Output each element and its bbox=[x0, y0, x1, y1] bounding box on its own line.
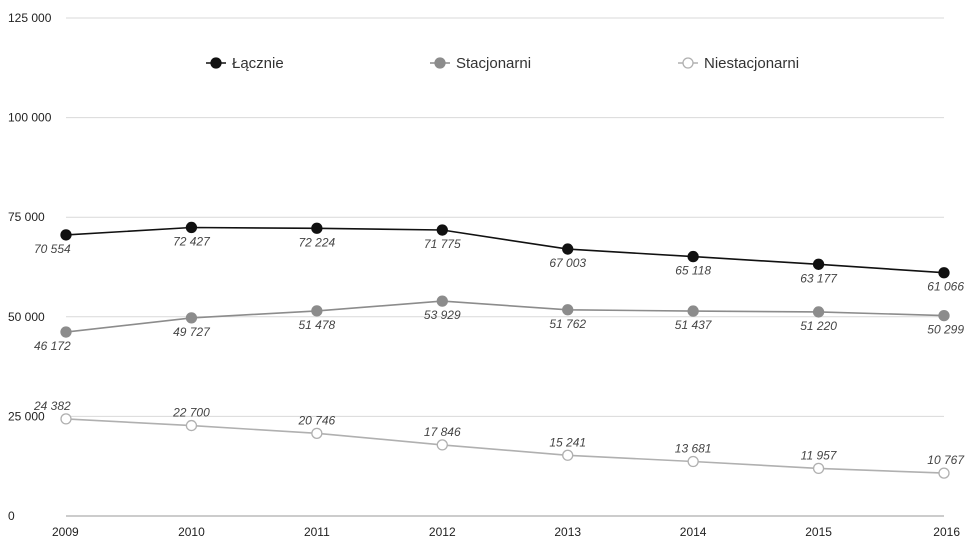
y-tick-label: 25 000 bbox=[8, 409, 45, 423]
data-point bbox=[436, 295, 448, 307]
data-point bbox=[938, 467, 950, 479]
data-label: 15 241 bbox=[549, 435, 586, 449]
y-tick-label: 75 000 bbox=[8, 210, 45, 224]
x-tick-label: 2015 bbox=[805, 525, 832, 539]
x-tick-label: 2010 bbox=[178, 525, 205, 539]
series-line bbox=[65, 300, 945, 333]
x-tick-label: 2014 bbox=[680, 525, 707, 539]
x-axis: 2009 2010 2011 2012 2013 2014 2015 2016 bbox=[52, 525, 960, 539]
y-axis: 0 25 000 50 000 75 000 100 000 125 000 bbox=[8, 11, 52, 523]
data-point bbox=[562, 449, 574, 461]
data-label: 13 681 bbox=[675, 441, 712, 455]
data-label: 49 727 bbox=[173, 325, 211, 339]
legend-swatch-marker bbox=[210, 57, 222, 69]
data-point bbox=[311, 305, 323, 317]
data-label: 67 003 bbox=[549, 256, 586, 270]
data-point bbox=[562, 304, 574, 316]
data-label: 70 554 bbox=[34, 242, 71, 256]
x-tick-label: 2016 bbox=[933, 525, 960, 539]
data-label: 65 118 bbox=[675, 264, 711, 278]
data-point bbox=[938, 309, 950, 322]
data-point bbox=[687, 250, 699, 263]
gridlines bbox=[66, 17, 944, 517]
data-point bbox=[185, 221, 198, 234]
data-point bbox=[562, 243, 574, 255]
y-tick-label: 100 000 bbox=[8, 111, 52, 125]
series-line bbox=[65, 226, 945, 274]
data-label: 71 775 bbox=[424, 237, 461, 251]
data-point bbox=[687, 305, 699, 317]
legend: Łącznie Stacjonarni Niestacjonarni bbox=[206, 55, 799, 72]
legend-label: Niestacjonarni bbox=[704, 55, 799, 72]
y-tick-label: 125 000 bbox=[8, 11, 52, 25]
data-point bbox=[812, 258, 825, 270]
data-label: 51 478 bbox=[299, 318, 336, 332]
data-label: 46 172 bbox=[34, 339, 71, 353]
y-tick-label: 50 000 bbox=[8, 310, 45, 324]
data-point bbox=[436, 224, 448, 236]
data-label: 11 957 bbox=[801, 448, 838, 462]
data-label: 61 066 bbox=[927, 280, 964, 294]
data-label: 72 224 bbox=[299, 235, 336, 249]
data-label: 63 177 bbox=[800, 271, 838, 285]
data-label: 50 299 bbox=[927, 323, 964, 337]
data-point bbox=[60, 326, 72, 338]
data-label: 20 746 bbox=[298, 413, 336, 427]
data-label: 72 427 bbox=[173, 234, 211, 248]
data-label: 51 762 bbox=[549, 317, 586, 331]
data-label: 51 437 bbox=[675, 318, 713, 332]
data-point bbox=[812, 306, 825, 318]
data-point bbox=[60, 229, 72, 241]
x-tick-label: 2013 bbox=[554, 525, 581, 539]
data-point bbox=[185, 419, 198, 432]
y-tick-label: 0 bbox=[8, 509, 15, 523]
data-label: 51 220 bbox=[800, 319, 837, 333]
data-point bbox=[812, 462, 825, 475]
series-line bbox=[65, 418, 945, 474]
data-label: 53 929 bbox=[424, 308, 461, 322]
data-point bbox=[311, 427, 323, 439]
data-point bbox=[436, 439, 448, 451]
data-label: 10 767 bbox=[927, 453, 965, 467]
data-point bbox=[687, 455, 699, 468]
legend-swatch-marker bbox=[682, 57, 694, 69]
legend-label: Łącznie bbox=[232, 55, 284, 72]
data-point bbox=[185, 312, 198, 324]
series: 70 554 72 427 72 224 71 775 67 003 65 118 63 1… bbox=[33, 221, 965, 479]
data-label: 24 382 bbox=[33, 399, 71, 413]
x-tick-label: 2009 bbox=[52, 525, 79, 539]
x-tick-label: 2011 bbox=[304, 525, 330, 539]
data-label: 17 846 bbox=[424, 425, 461, 439]
legend-swatch-marker bbox=[434, 57, 446, 69]
legend-label: Stacjonarni bbox=[456, 55, 531, 72]
data-label: 22 700 bbox=[172, 406, 210, 420]
data-point bbox=[311, 222, 323, 234]
data-point bbox=[60, 413, 72, 425]
data-point bbox=[938, 267, 950, 279]
x-tick-label: 2012 bbox=[429, 525, 456, 539]
